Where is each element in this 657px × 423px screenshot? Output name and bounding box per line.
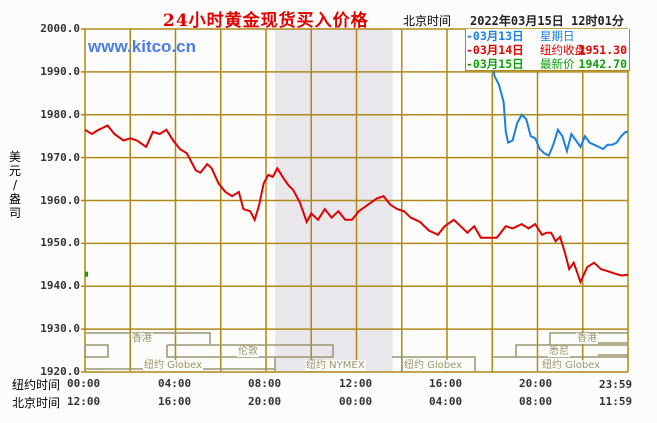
y-tick: 1990.0 [40,65,80,78]
y-label-char: 司 [8,206,21,220]
legend-date: -03月13日 [466,29,524,43]
current-datetime: 2022年03月15日 12时01分 [470,14,624,28]
x-tick-bj: 08:00 [519,395,553,408]
legend-value: 1951.30 [578,43,627,57]
series-line-0314 [84,124,629,285]
series-line-0313 [491,58,628,157]
x-tick-bj: 00:00 [339,395,373,408]
y-tick: 1980.0 [40,108,80,121]
legend-value: 1942.70 [578,57,627,71]
x-tick-bj: 20:00 [248,395,282,408]
bj-time-label: 北京时间 [12,396,61,410]
y-axis-label: 美 元 / 盎 司 [8,150,22,220]
y-tick: 1920.0 [40,365,80,378]
y-tick: 2000.0 [40,22,80,35]
brand-watermark: www.kitco.cn [88,37,197,56]
y-label-char: 美 [8,150,21,164]
chart-title: 24小时黄金现货买入价格 [163,11,369,31]
legend-row-0315: -03月15日 最新价 1942.70 [466,57,629,71]
legend-name: 纽约收盘 [540,43,586,57]
legend-row-0314: -03月14日 纽约收盘 1951.30 [466,43,629,57]
x-tick-ny: 12:00 [339,377,373,390]
series-point-0315 [85,271,88,277]
x-tick-bj: 04:00 [429,395,463,408]
legend-name: 最新价 [540,57,575,71]
y-tick: 1960.0 [40,194,80,207]
session-label-ny-globex: 纽约 Globex [143,360,204,371]
y-label-char: / [12,178,18,192]
legend-date: -03月14日 [466,43,524,57]
y-tick: 1940.0 [40,279,80,292]
y-label-char: 盎 [8,192,21,206]
legend-box: -03月13日 星期日 -03月14日 纽约收盘 1951.30 -03月15日… [465,29,630,71]
y-tick: 1930.0 [40,322,80,335]
x-tick-ny: 00:00 [67,377,101,390]
session-label-hongkong: 香港 [131,333,153,344]
session-label-london: 伦敦 [237,346,259,357]
ny-time-label: 纽约时间 [12,378,61,392]
legend-name: 星期日 [540,29,575,43]
session-label-ny-globex-3: 纽约 Globex [541,360,602,371]
x-tick-ny: 04:00 [158,377,192,390]
x-tick-ny: 23:59 [599,378,633,391]
x-tick-bj: 16:00 [158,395,192,408]
session-label-ny-globex-2: 纽约 Globex [403,360,464,371]
session-label-sydney: 悉尼 [548,346,570,357]
legend-row-0313: -03月13日 星期日 [466,29,629,43]
x-tick-bj: 12:00 [67,395,101,408]
x-tick-bj: 11:59 [599,395,633,408]
legend-date: -03月15日 [466,57,524,71]
x-tick-ny: 16:00 [429,377,463,390]
y-tick: 1950.0 [40,236,80,249]
y-label-char: 元 [8,164,21,178]
x-tick-ny: 20:00 [519,377,553,390]
x-tick-ny: 08:00 [248,377,282,390]
y-tick: 1970.0 [40,151,80,164]
beijing-time-label: 北京时间 [403,14,452,28]
session-label-ny-nymex: 纽约 NYMEX [305,360,366,371]
session-label-hongkong-2: 香港 [576,333,598,344]
